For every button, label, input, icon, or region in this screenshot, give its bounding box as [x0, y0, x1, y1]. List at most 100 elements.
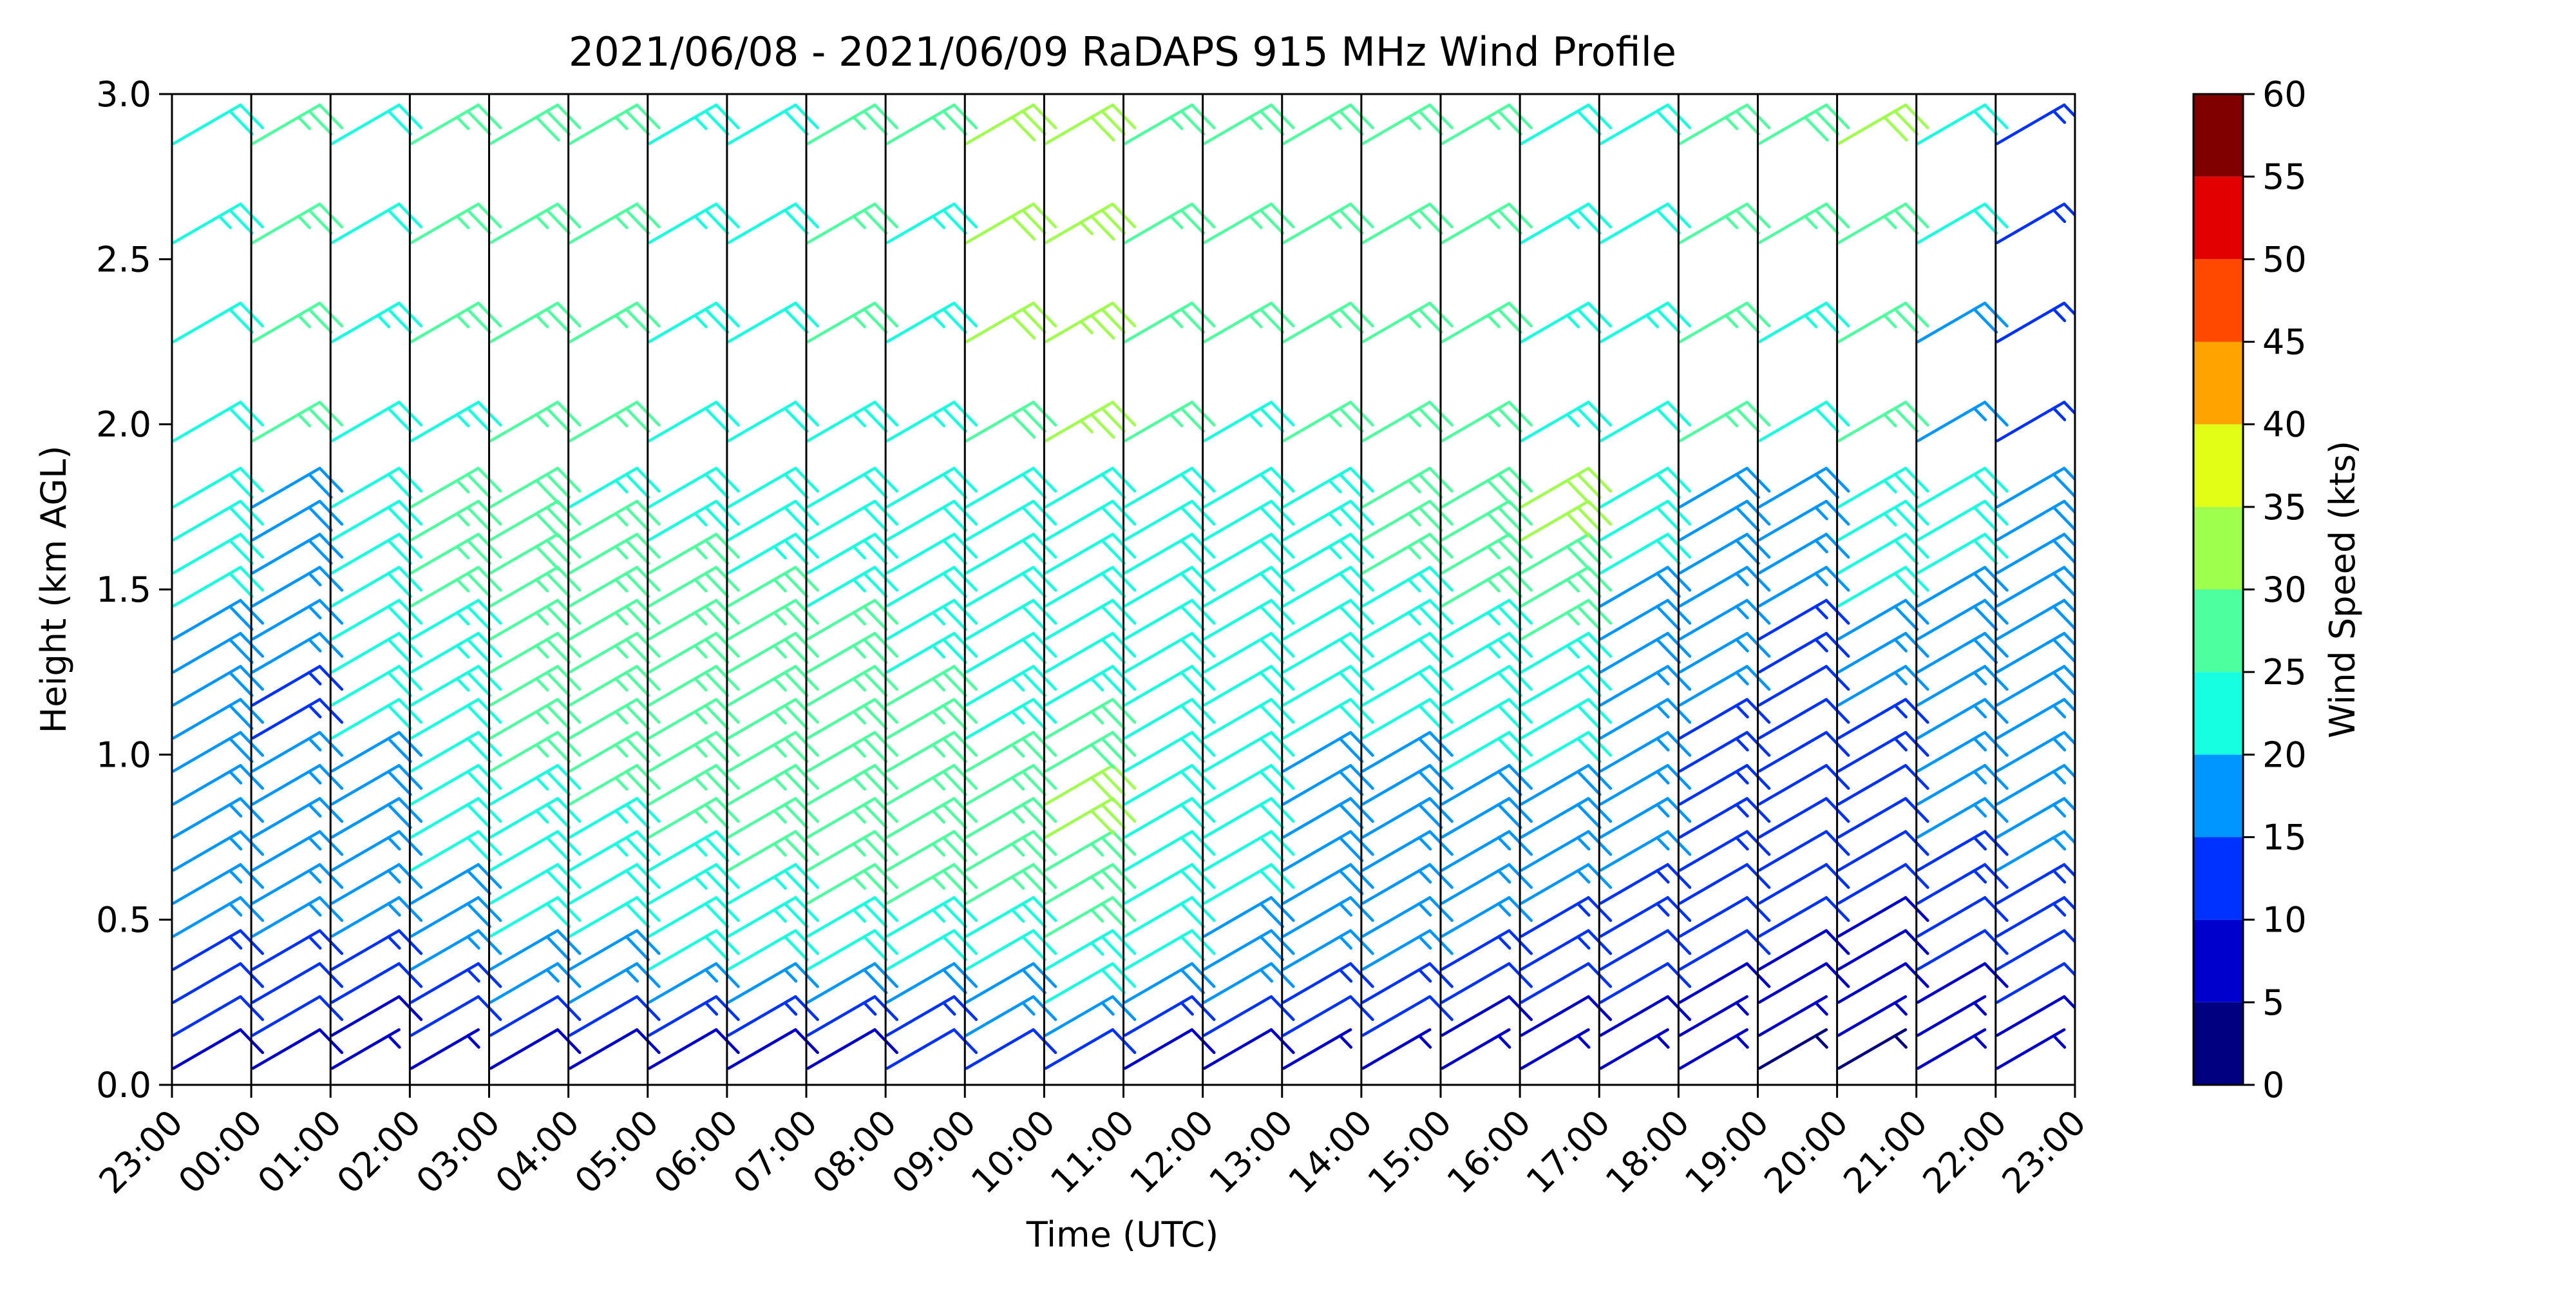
colorbar-tick-label: 45: [2262, 322, 2307, 363]
colorbar-segment: [2193, 672, 2243, 755]
colorbar-tick-label: 40: [2262, 405, 2307, 445]
wind-barb: [1996, 830, 2075, 872]
time-separators: [250, 94, 1997, 1085]
colorbar-tick-label: 0: [2262, 1065, 2284, 1105]
colorbar-tick-label: 5: [2262, 982, 2284, 1023]
wind-barb: [1996, 202, 2075, 244]
wind-barb: [1996, 533, 2075, 575]
wind-barb: [1996, 566, 2075, 607]
wind-barb: [1996, 797, 2075, 839]
wind-barb: [1520, 499, 1613, 542]
chart-title: 2021/06/08 - 2021/06/09 RaDAPS 915 MHz W…: [569, 28, 1676, 75]
wind-barb: [568, 731, 661, 773]
wind-barb: [1996, 103, 2075, 146]
wind-barb: [489, 797, 582, 839]
plot-area: [171, 93, 2076, 1086]
colorbar-tick-label: 30: [2262, 569, 2307, 610]
wind-barb: [1996, 763, 2075, 806]
wind-barb: [1441, 466, 1533, 509]
wind-barb: [1996, 995, 2075, 1037]
wind-barb: [1441, 566, 1533, 607]
wind-barb: [1916, 995, 1987, 1037]
colorbar-segment: [2193, 754, 2243, 837]
wind-barb: [1996, 499, 2075, 542]
colorbar-tick-label: 25: [2262, 652, 2307, 693]
wind-barb: [1520, 1028, 1591, 1070]
wind-barb: [489, 202, 582, 244]
wind-barb: [410, 1028, 480, 1070]
wind-barb: [1202, 202, 1295, 244]
wind-barb: [1996, 698, 2075, 740]
wind-barb: [647, 301, 740, 343]
colorbar-segments: [2193, 94, 2243, 1085]
wind-barb: [410, 301, 502, 343]
wind-barb: [410, 533, 502, 575]
y-tick-label: 1.0: [96, 734, 151, 775]
wind-barb: [1599, 1028, 1670, 1070]
wind-barb: [886, 631, 978, 674]
y-tick-label: 2.5: [96, 239, 151, 280]
colorbar-tick-label: 20: [2262, 734, 2307, 775]
wind-barb: [568, 499, 661, 542]
wind-barb: [489, 301, 582, 343]
wind-barb: [489, 466, 582, 509]
wind-barb: [647, 103, 740, 146]
wind-barb: [1996, 401, 2075, 443]
wind-barb: [1837, 103, 1929, 146]
wind-barb: [489, 598, 582, 641]
colorbar-tick-label: 60: [2262, 74, 2307, 115]
y-tick-label: 1.5: [96, 569, 151, 610]
wind-barb: [1996, 962, 2075, 1004]
x-axis-label: Time (UTC): [1026, 1214, 1219, 1255]
wind-barb: [1520, 466, 1613, 509]
colorbar-segment: [2193, 1002, 2243, 1085]
wind-barb: [1996, 731, 2075, 773]
colorbar-segment: [2193, 506, 2243, 589]
wind-barb: [1678, 401, 1771, 443]
colorbar-segment: [2193, 837, 2243, 920]
colorbar-tick-label: 15: [2262, 818, 2307, 858]
wind-barb: [1361, 499, 1454, 542]
wind-barb: [1361, 103, 1454, 146]
wind-barb: [1996, 631, 2075, 674]
wind-barb: [1996, 665, 2075, 707]
wind-barb: [1996, 598, 2075, 641]
wind-barb: [806, 533, 899, 575]
wind-barb: [1996, 466, 2075, 509]
wind-barb: [1996, 929, 2075, 971]
y-tick-label: 0.0: [96, 1065, 151, 1105]
wind-barb: [489, 698, 582, 740]
wind-barb: [1996, 863, 2075, 905]
wind-barbs: [172, 103, 2075, 1070]
wind-barb: [647, 863, 740, 905]
wind-barb: [410, 566, 502, 607]
wind-barb: [568, 665, 661, 707]
wind-barb: [1837, 466, 1929, 509]
wind-barb: [1996, 1028, 2067, 1070]
wind-barb: [1282, 1028, 1353, 1070]
wind-barb: [568, 301, 661, 343]
y-tick-label: 3.0: [96, 74, 151, 115]
colorbar-tick-label: 10: [2262, 900, 2307, 941]
wind-barb: [965, 103, 1057, 146]
colorbar-segment: [2193, 177, 2243, 260]
wind-barb: [1044, 401, 1137, 443]
wind-barb: [1757, 1028, 1828, 1070]
wind-barb: [1678, 1028, 1749, 1070]
colorbar-segment: [2193, 94, 2243, 177]
wind-barb: [965, 301, 1057, 343]
y-tick-label: 0.5: [96, 900, 151, 941]
y-tick-label: 2.0: [96, 405, 151, 445]
wind-barb: [1520, 566, 1613, 607]
wind-barb: [1916, 1028, 1987, 1070]
wind-barb: [806, 631, 899, 674]
wind-barb: [1361, 466, 1454, 509]
wind-barb: [1837, 995, 1908, 1037]
colorbar-segment: [2193, 341, 2243, 425]
y-axis-ticks: 0.0 0.5 1.0 1.5 2.0 2.5 3.0: [96, 74, 172, 1105]
wind-barb: [647, 566, 740, 607]
colorbar: 0 5 10 15 20 25 30 35 40 45 50 55 60 Wind Speed (kts…: [2192, 74, 2363, 1105]
wind-barb: [1361, 1028, 1432, 1070]
wind-barb: [1678, 995, 1749, 1037]
